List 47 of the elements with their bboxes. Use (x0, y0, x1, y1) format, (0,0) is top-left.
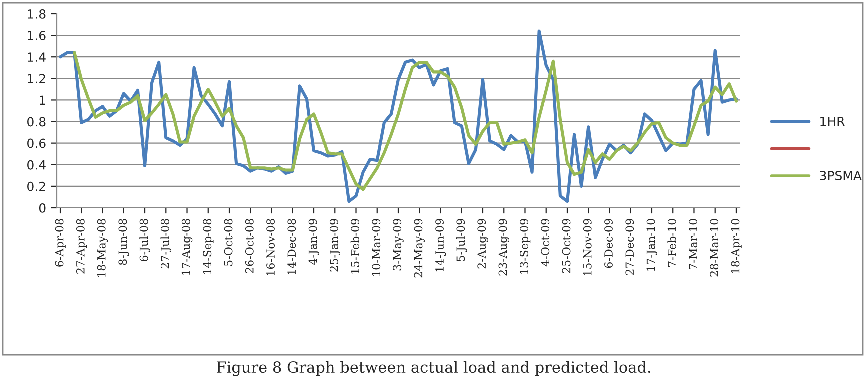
y-tick-label: 1.8 (28, 9, 46, 19)
caption: Figure 8 Graph between actual load and predicted load. (216, 361, 650, 376)
x-tick-label: 4-Jan-09 (308, 219, 320, 266)
x-tick-label: 17-Aug-08 (182, 219, 193, 276)
x-tick-label: 7-Mar-10 (689, 219, 698, 270)
x-tick-label: 6-Apr-08 (55, 219, 66, 267)
x-tick-label: 4-Oct-09 (541, 219, 550, 267)
x-tick-label: 18-May-08 (97, 219, 108, 278)
x-tick-label: 25-Oct-09 (562, 219, 571, 274)
legend-label: 3PSMA (820, 171, 862, 181)
x-tick-label: 27-Dec-09 (626, 219, 634, 276)
x-tick-label: 26-Oct-08 (245, 219, 254, 274)
y-tick-label: 0 (39, 203, 46, 213)
y-tick-label: 0.2 (28, 182, 46, 192)
y-tick-label: 0.4 (28, 160, 46, 170)
line-series (73, 51, 738, 192)
legend-label: 1HR (820, 117, 845, 126)
y-tick-label: 0.6 (28, 138, 46, 148)
x-tick-label: 17-Jan-10 (646, 219, 658, 272)
x-tick-label: 28-Mar-10 (710, 219, 719, 277)
x-tick-label: 10-Mar-09 (372, 219, 381, 276)
x-tick-label: 5-Oct-08 (224, 219, 233, 266)
x-tick-label: 18-Apr-10 (731, 219, 742, 274)
x-tick-label: 24-May-09 (414, 219, 425, 278)
x-tick-label: 2-Aug-09 (478, 219, 488, 269)
x-tick-label: 25-Jan-09 (330, 219, 341, 272)
x-tick-label: 13-Sep-09 (520, 219, 531, 274)
x-tick-label: 15-Nov-09 (583, 219, 592, 276)
y-tick-label: 1.2 (28, 74, 46, 84)
x-tick-label: 14-Sep-08 (203, 219, 214, 274)
x-tick-label: 6-Dec-09 (604, 219, 613, 268)
x-tick-label: 3-May-09 (393, 219, 404, 271)
x-tick-label: 14-Jun-09 (436, 219, 446, 272)
x-tick-label: 14-Dec-08 (288, 219, 296, 275)
x-tick-label: 16-Nov-08 (266, 219, 275, 276)
x-tick-label: 8-Jun-08 (118, 219, 130, 266)
x-tick-label: 6-Jul-08 (140, 219, 150, 262)
y-tick-label: 1 (40, 96, 46, 105)
x-tick-label: 27-Apr-08 (76, 219, 88, 274)
y-tick-label: 1.4 (28, 52, 46, 62)
x-tick-label: 27-Jul-08 (160, 219, 172, 269)
y-tick-label: 1.6 (28, 31, 46, 40)
x-tick-label: 7-Feb-10 (668, 219, 676, 267)
x-tick-label: 5-Jul-09 (456, 219, 468, 262)
x-tick-label: 15-Feb-09 (350, 219, 360, 274)
x-tick-label: 23-Aug-09 (498, 219, 510, 276)
y-tick-label: 0.8 (28, 117, 46, 127)
